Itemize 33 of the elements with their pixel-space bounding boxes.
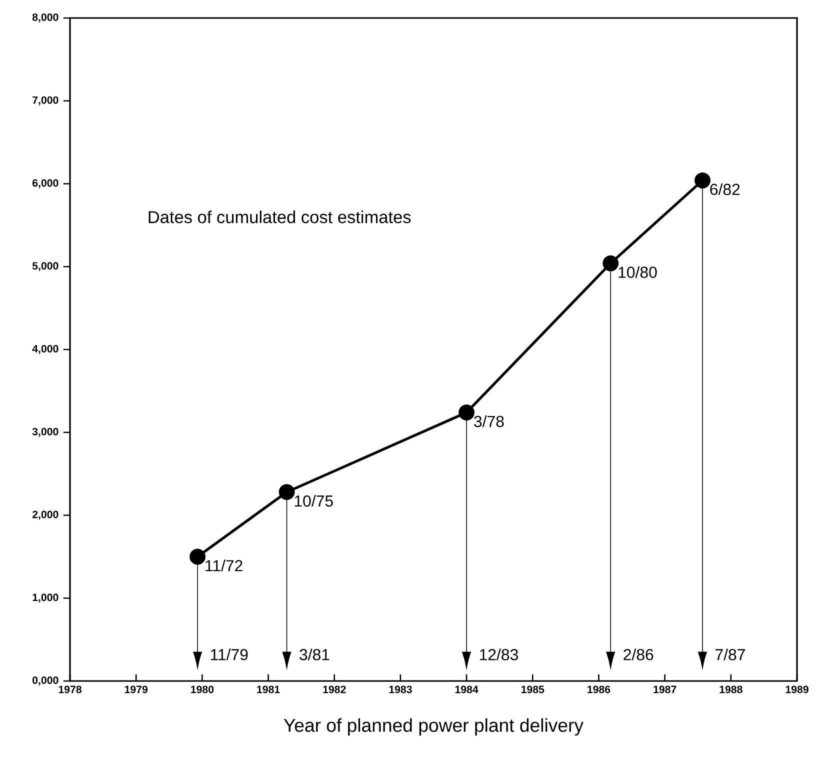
- y-tick-label: 4,000: [32, 344, 58, 354]
- x-tick-label: 1978: [58, 686, 82, 694]
- x-tick-label: 1980: [191, 686, 214, 694]
- annotation: 3/78: [474, 415, 504, 428]
- x-tick-label: 1987: [654, 686, 676, 694]
- y-tick-label: 3,000: [32, 428, 58, 437]
- x-tick-label: 1981: [257, 686, 280, 694]
- annotation: 11/72: [206, 560, 242, 572]
- annotation: 10/75: [294, 494, 333, 507]
- annotation: 11/79: [210, 648, 248, 660]
- x-tick-label: 1988: [720, 686, 742, 694]
- x-axis-title: Year of planned power plant delivery: [284, 718, 584, 736]
- y-tick-label: 2,000: [32, 510, 58, 520]
- annotation: 12/83: [480, 648, 518, 660]
- annotation: 7/87: [716, 648, 745, 660]
- x-tick-label: 1989: [786, 686, 808, 694]
- x-tick-label: 1979: [124, 686, 148, 694]
- y-tick-label: 8,000: [32, 13, 58, 23]
- y-tick-label: 0,000: [32, 676, 58, 686]
- annotation: 2/86: [624, 648, 654, 660]
- x-tick-label: 1983: [389, 686, 412, 694]
- annotation: 10/80: [618, 266, 657, 278]
- y-tick-label: 7,000: [32, 96, 58, 106]
- y-tick-label: 5,000: [32, 262, 58, 272]
- x-tick-label: 1984: [455, 686, 478, 694]
- x-tick-label: 1982: [323, 686, 346, 694]
- annotation: Dates of cumulated cost estimates: [148, 210, 411, 224]
- y-tick-label: 6,000: [32, 179, 58, 188]
- x-tick-label: 1986: [588, 686, 610, 694]
- annotation: 6/82: [710, 183, 740, 196]
- annotation: 3/81: [300, 648, 330, 660]
- x-tick-label: 1985: [521, 686, 544, 694]
- y-tick-label: 1,000: [32, 594, 58, 603]
